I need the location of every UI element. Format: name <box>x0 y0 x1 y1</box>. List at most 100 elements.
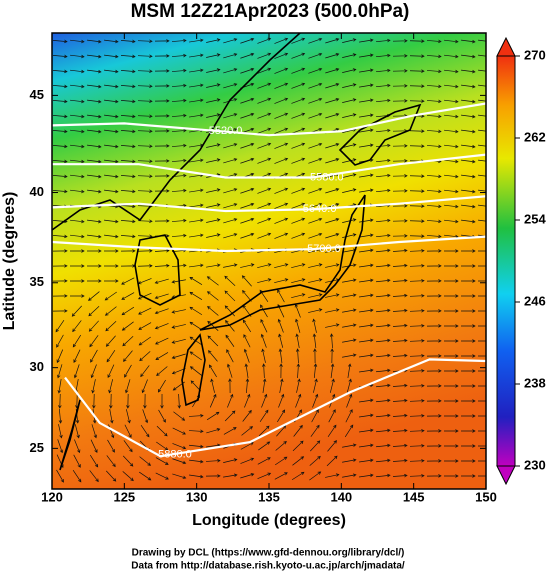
streamline-arrow <box>240 187 255 194</box>
streamline-arrow <box>206 83 221 88</box>
streamline-arrow <box>342 218 357 223</box>
streamline-arrow <box>309 471 322 481</box>
streamline-arrow <box>189 366 202 376</box>
streamline-arrow <box>376 353 391 358</box>
streamline-arrow <box>109 393 113 409</box>
streamline-arrow <box>137 249 153 253</box>
streamline-arrow <box>409 324 425 328</box>
streamline-arrow <box>444 84 459 89</box>
streamline-arrow <box>330 363 335 378</box>
streamline-arrow <box>158 409 166 423</box>
streamline-arrow <box>291 202 306 209</box>
streamline-arrow <box>409 234 425 238</box>
streamline-arrow <box>205 458 221 463</box>
streamline-arrow <box>142 409 149 424</box>
streamline-arrow <box>257 457 271 465</box>
streamline-arrow <box>444 159 459 164</box>
streamline-arrow <box>359 338 374 343</box>
streamline-arrow <box>258 425 270 437</box>
streamline-arrow <box>88 320 99 332</box>
streamline-arrow <box>172 473 187 480</box>
streamline-arrow <box>291 263 306 269</box>
streamline-arrow <box>206 203 221 208</box>
streamline-arrow <box>478 54 486 57</box>
x-axis-label: Longitude (degrees) <box>192 512 346 529</box>
streamline-arrow <box>52 279 68 283</box>
streamline-arrow <box>240 52 255 59</box>
streamline-arrow <box>207 320 219 331</box>
streamline-arrow <box>189 474 204 479</box>
streamline-arrow <box>189 158 204 163</box>
streamline-arrow <box>309 440 321 452</box>
streamline-arrow <box>52 84 68 89</box>
streamline-arrow <box>189 233 204 238</box>
streamline-arrow <box>138 307 152 315</box>
streamline-arrow <box>206 218 221 223</box>
streamline-arrow <box>274 127 289 134</box>
streamline-arrow <box>70 159 85 164</box>
streamline-arrow <box>206 68 221 73</box>
streamline-arrow <box>444 69 459 74</box>
streamline-arrow <box>137 99 153 103</box>
streamline-arrow <box>74 424 80 439</box>
streamline-arrow <box>409 294 425 298</box>
streamline-arrow <box>154 263 170 268</box>
streamline-arrow <box>224 275 236 287</box>
streamline-arrow <box>342 338 357 343</box>
streamline-arrow <box>242 409 252 422</box>
x-tick-label: 150 <box>475 489 497 504</box>
streamline-arrow <box>279 363 283 379</box>
streamline-arrow <box>262 378 267 393</box>
streamline-arrow <box>189 218 204 223</box>
streamline-arrow <box>359 113 374 118</box>
streamline-arrow <box>295 348 300 364</box>
streamline-arrow <box>409 279 425 283</box>
streamline-arrow <box>443 264 459 268</box>
streamline-arrow <box>73 349 81 363</box>
streamline-arrow <box>155 337 169 345</box>
streamline-arrow <box>171 158 187 163</box>
streamline-arrow <box>171 53 187 58</box>
streamline-arrow <box>105 470 117 482</box>
y-tick-label: 30 <box>30 359 44 374</box>
streamline-arrow <box>189 203 204 208</box>
streamline-arrow <box>87 174 102 179</box>
x-tick-label: 140 <box>330 489 352 504</box>
streamline-arrow <box>223 113 238 119</box>
streamline-arrow <box>206 53 221 58</box>
streamline-arrow <box>342 443 357 448</box>
streamline-arrow <box>104 69 119 74</box>
streamline-arrow <box>274 187 289 194</box>
streamline-arrow <box>461 144 476 149</box>
streamline-arrow <box>359 293 374 298</box>
streamline-arrow <box>189 306 203 316</box>
streamline-arrow <box>325 323 340 328</box>
streamline-arrow <box>138 336 151 346</box>
streamline-arrow <box>308 202 323 209</box>
streamline-arrow <box>274 52 289 59</box>
streamline-arrow <box>460 279 476 283</box>
streamline-arrow <box>295 393 302 408</box>
streamline-arrow <box>154 114 170 118</box>
streamline-arrow <box>426 339 442 343</box>
streamline-arrow <box>460 429 476 433</box>
streamline-arrow <box>87 99 102 104</box>
streamline-arrow <box>188 429 204 434</box>
streamline-arrow <box>375 188 391 193</box>
streamline-arrow <box>327 424 337 437</box>
streamline-arrow <box>443 294 459 298</box>
streamline-arrow <box>189 321 203 331</box>
streamline-arrow <box>275 440 287 451</box>
streamline-arrow <box>52 234 68 239</box>
streamline-arrow <box>392 458 408 463</box>
streamline-arrow <box>443 429 459 433</box>
streamline-arrow <box>120 114 136 119</box>
streamline-arrow <box>308 82 323 89</box>
streamline-arrow <box>444 114 459 119</box>
streamline-arrow <box>223 458 238 463</box>
streamline-arrow <box>376 458 391 463</box>
streamline-arrow <box>359 263 374 268</box>
streamline-arrow <box>426 474 442 478</box>
streamline-arrow <box>223 68 238 74</box>
streamline-arrow <box>426 384 442 388</box>
